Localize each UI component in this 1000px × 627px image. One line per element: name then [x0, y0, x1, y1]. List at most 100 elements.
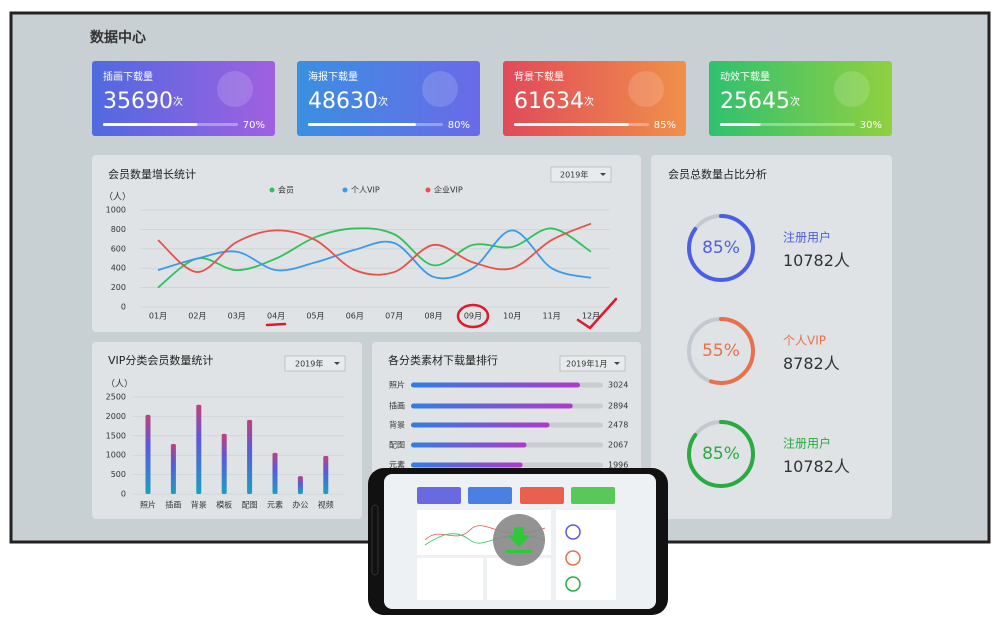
count-unit: 人 [834, 457, 850, 476]
count-number: 10782 [783, 251, 834, 270]
value-label: 3024 [608, 381, 628, 390]
phone [368, 468, 668, 615]
y-tick-label: 500 [111, 470, 126, 479]
value-label: 2478 [608, 421, 628, 430]
series-line [157, 229, 592, 280]
y-tick-label: 2000 [106, 412, 126, 421]
progress-fill [308, 123, 416, 126]
dropdown-arrow [334, 362, 340, 365]
ratio-name: 个人VIP [783, 334, 826, 348]
dropdown[interactable] [559, 355, 626, 372]
bar [411, 382, 580, 388]
card-number: 25645 [720, 89, 790, 114]
progress-label: 85% [654, 120, 676, 131]
x-tick-label: 12月 [582, 312, 600, 321]
row-label: 元素 [389, 460, 405, 470]
panel [651, 155, 892, 519]
y-tick-label: 400 [111, 264, 126, 273]
y-tick-label: 600 [111, 244, 126, 253]
card-icon [217, 71, 253, 107]
x-tick-label: 照片 [140, 500, 156, 510]
x-tick-label: 08月 [424, 312, 442, 321]
underline [265, 322, 287, 327]
bar [411, 422, 550, 428]
card-unit: 次 [584, 95, 594, 108]
y-tick-label: 0 [121, 490, 126, 499]
ring-arc [687, 420, 755, 488]
legend-label: 企业VIP [434, 185, 463, 195]
legend-dot [425, 187, 431, 193]
series-line [157, 227, 592, 289]
count-unit: 人 [824, 354, 840, 373]
x-tick-label: 元素 [267, 500, 283, 510]
count-number: 10782 [783, 457, 834, 476]
bar [411, 403, 573, 409]
bar [272, 452, 278, 494]
dropdown[interactable] [550, 166, 612, 183]
circle-mark [456, 303, 490, 329]
count-unit: 人 [834, 251, 850, 270]
row-label: 配图 [389, 441, 405, 450]
bar [221, 433, 227, 494]
x-tick-label: 11月 [543, 312, 561, 321]
ring-label: 85% [702, 444, 740, 464]
value-label: 2067 [608, 441, 628, 450]
x-tick-label: 插画 [165, 500, 181, 510]
dropdown-arrow [600, 173, 606, 176]
ring-arc [687, 214, 755, 282]
x-tick-label: 06月 [346, 312, 364, 321]
dropdown[interactable] [284, 355, 346, 372]
card-unit: 次 [378, 95, 388, 108]
content: 插画下载量35690次70%海报下载量48630次80%背景下载量61634次8… [92, 61, 892, 510]
legend-dot [269, 187, 275, 193]
card-icon [422, 71, 458, 107]
x-tick-label: 10月 [503, 312, 521, 321]
bar [170, 443, 176, 494]
x-tick-label: 视频 [318, 500, 334, 510]
bar [323, 455, 329, 494]
card-value: 35690次 [103, 89, 183, 114]
ratio-count: 10782人 [783, 457, 850, 476]
annotations [265, 297, 618, 330]
card-value: 25645次 [720, 89, 800, 114]
bar [145, 414, 151, 494]
stat-card [503, 61, 686, 136]
progress-label: 80% [448, 120, 470, 131]
progress-label: 30% [860, 120, 882, 131]
ring-label: 55% [702, 341, 740, 361]
card-icon [834, 71, 870, 107]
y-tick-label: 200 [111, 283, 126, 292]
page-title: 数据中心 [90, 29, 146, 46]
x-tick-label: 背景 [191, 500, 207, 510]
dropdown-text: 2019年 [295, 359, 323, 369]
progress-fill [103, 123, 198, 126]
card-value: 48630次 [308, 89, 388, 114]
progress-label: 70% [243, 120, 265, 131]
x-tick-label: 07月 [385, 312, 403, 321]
stat-card [92, 61, 275, 136]
x-tick-label: 办公 [292, 500, 308, 510]
card-number: 61634 [514, 89, 584, 114]
y-tick-label: 2500 [106, 393, 126, 402]
card-label: 插画下载量 [103, 70, 153, 83]
axis-unit: （人） [106, 379, 133, 390]
ratio-name: 注册用户 [783, 436, 831, 451]
x-tick-label: 01月 [149, 312, 167, 321]
stat-card [709, 61, 892, 136]
x-tick-label: 05月 [306, 312, 324, 321]
y-tick-label: 800 [111, 225, 126, 234]
card-number: 48630 [308, 89, 378, 114]
card-label: 背景下载量 [514, 70, 564, 83]
bar [196, 404, 202, 494]
legend-dot [342, 187, 348, 193]
progress-fill [514, 123, 629, 126]
card-label: 海报下载量 [308, 70, 358, 83]
value-label: 2894 [608, 402, 628, 411]
panel-title: 会员总数量占比分析 [668, 167, 767, 181]
y-tick-label: 0 [121, 303, 126, 312]
dropdown-text: 2019年 [560, 170, 588, 180]
card-icon [628, 71, 664, 107]
bar [297, 476, 303, 494]
bar [411, 442, 527, 448]
